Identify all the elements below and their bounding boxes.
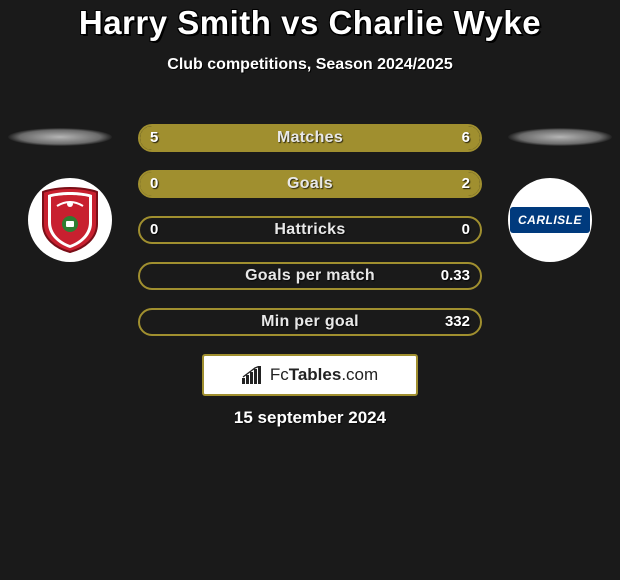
player-halo-left [8,128,112,146]
stat-row: Goals0 2 [138,170,482,198]
club-crest-right: CARLISLE [508,178,592,262]
stat-label: Min per goal [138,308,482,336]
stat-row: Goals per match0.33 [138,262,482,290]
stats-list: Matches56Goals02Hattricks00Goals per mat… [138,124,482,354]
brand-label: FcTables.com [270,365,378,385]
snapshot-date: 15 september 2024 [0,408,620,428]
player-halo-right [508,128,612,146]
brand-box[interactable]: FcTables.com [202,354,418,396]
stat-value-right: 2 [462,170,470,198]
page-title: Harry Smith vs Charlie Wyke [0,4,620,42]
carlisle-wordmark-icon: CARLISLE [510,207,590,233]
brand-chart-icon [242,366,264,384]
stat-value-right: 0 [462,216,470,244]
stat-row: Hattricks0 0 [138,216,482,244]
stat-value-right: 6 [462,124,470,152]
stat-value-left: 5 [150,124,158,152]
stat-value-left: 0 [150,170,158,198]
stat-row: Min per goal332 [138,308,482,336]
page-subtitle: Club competitions, Season 2024/2025 [0,56,620,74]
stat-row: Matches5 6 [138,124,482,152]
stat-value-right: 332 [445,308,470,336]
stat-value-left: 0 [150,216,158,244]
stat-label: Matches [138,124,482,152]
swindon-crest-icon [39,186,101,254]
stat-value-right: 0.33 [441,262,470,290]
club-crest-left [28,178,112,262]
stat-label: Hattricks [138,216,482,244]
comparison-card: Harry Smith vs Charlie Wyke Club competi… [0,0,620,580]
stat-label: Goals per match [138,262,482,290]
stat-label: Goals [138,170,482,198]
